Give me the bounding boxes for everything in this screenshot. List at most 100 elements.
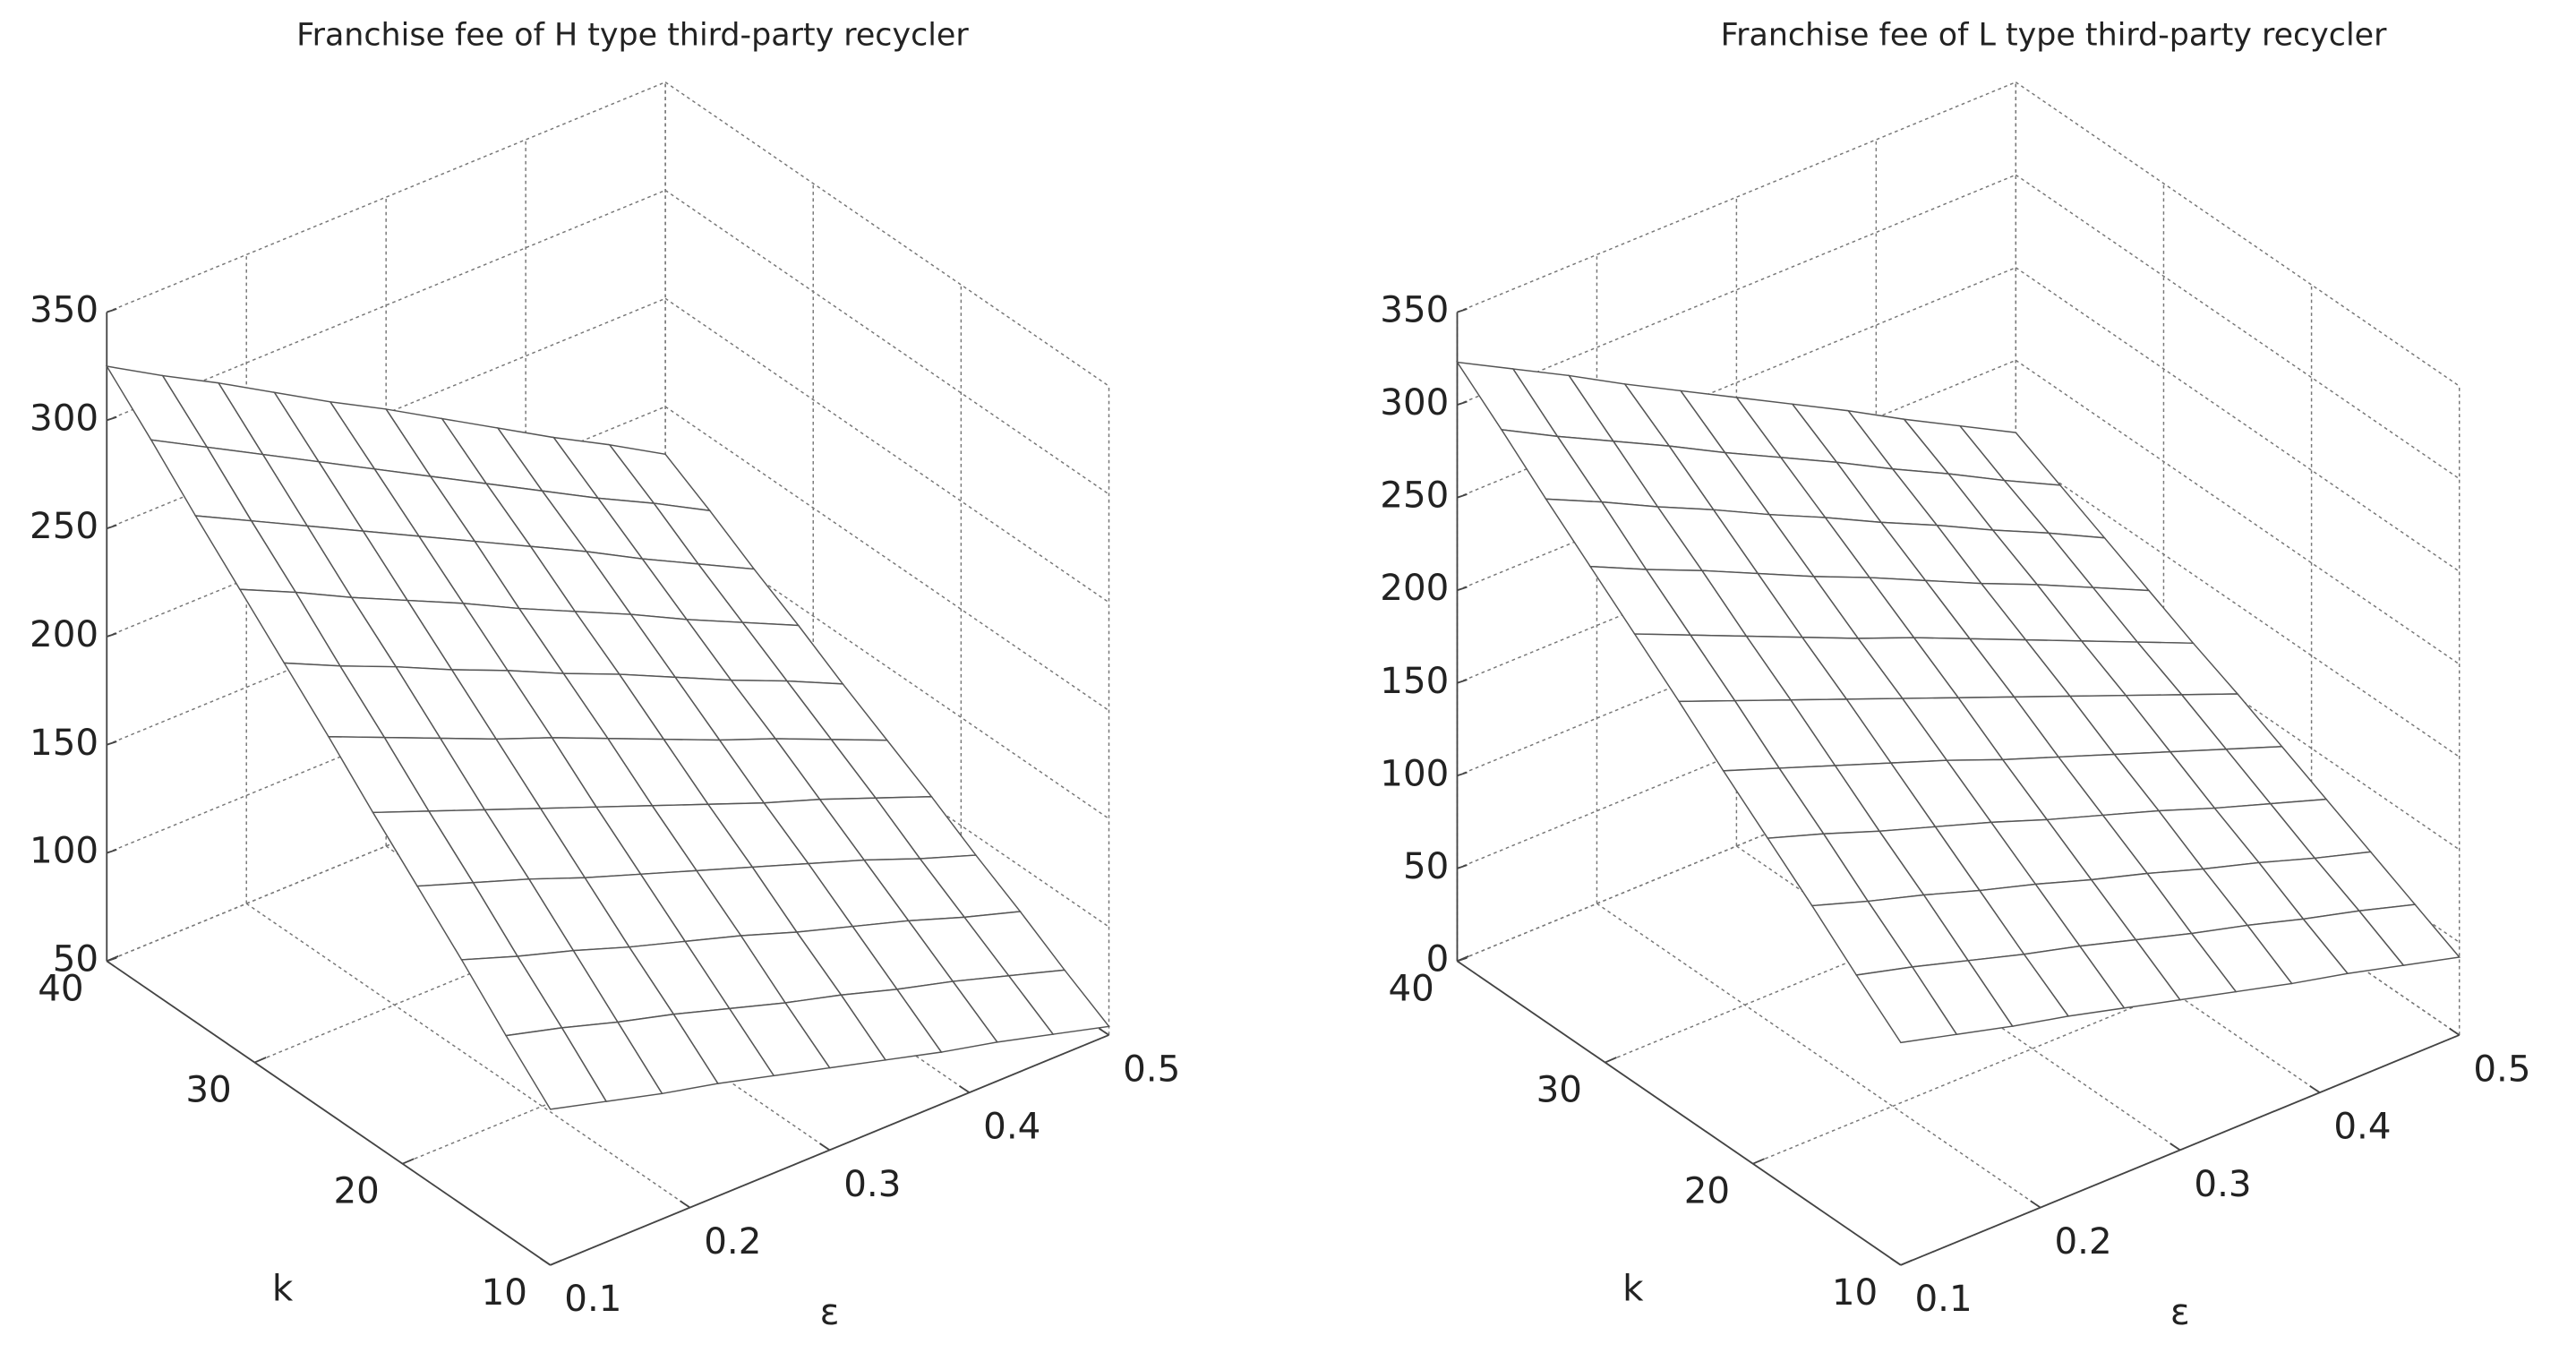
chart-title: Franchise fee of H type third-party recy…	[296, 17, 969, 53]
z-tick-label: 200	[30, 613, 98, 655]
z-tick-label: 100	[30, 830, 98, 872]
z-tick-label: 350	[1380, 289, 1449, 331]
e-axis-label: ε	[2170, 1291, 2190, 1333]
tick-mark	[2309, 1085, 2321, 1093]
grid-line	[385, 845, 830, 1151]
e-tick-label: 0.3	[843, 1163, 901, 1205]
chart-panel: Franchise fee of L type third-party recy…	[1380, 17, 2530, 1332]
tick-mark	[106, 740, 117, 746]
e-tick-label: 0.1	[1915, 1278, 1973, 1320]
k-tick-label: 40	[38, 967, 83, 1009]
grid-line	[1457, 81, 2016, 313]
grid-line	[2015, 544, 2460, 851]
k-tick-label: 40	[1388, 967, 1433, 1009]
e-tick-label: 0.3	[2194, 1163, 2251, 1205]
tick-mark	[106, 415, 117, 422]
tick-mark	[1457, 679, 1468, 684]
e-tick-label: 0.4	[983, 1106, 1040, 1148]
tick-mark	[254, 1057, 267, 1064]
grid-line	[1752, 933, 2312, 1165]
k-tick-label: 30	[1536, 1069, 1582, 1111]
grid-line	[664, 622, 1109, 928]
k-tick-label: 10	[1832, 1271, 1878, 1314]
e-tick-label: 0.2	[2054, 1220, 2111, 1263]
grid-line	[1735, 845, 2181, 1151]
z-tick-label: 50	[53, 937, 98, 980]
k-axis	[1456, 960, 1902, 1266]
grid-line	[254, 831, 814, 1064]
grid-line	[2015, 730, 2460, 1036]
z-tick-label: 150	[30, 722, 98, 764]
k-axis-label: k	[272, 1267, 294, 1309]
z-tick-label: 350	[30, 289, 98, 331]
tick-mark	[106, 308, 117, 313]
e-tick-label: 0.2	[704, 1220, 761, 1263]
k-tick-label: 20	[333, 1170, 379, 1212]
z-tick-label: 200	[1380, 567, 1449, 609]
k-axis-label: k	[1622, 1267, 1644, 1309]
tick-mark	[819, 1143, 831, 1151]
grid-line	[106, 514, 666, 746]
grid-line	[664, 81, 1109, 387]
grid-line	[664, 406, 1109, 712]
grid-line	[664, 514, 1109, 819]
tick-mark	[1457, 308, 1468, 313]
grid-line	[2015, 452, 2460, 758]
chart-panel: Franchise fee of H type third-party recy…	[30, 17, 1180, 1332]
z-tick-label: 250	[1380, 475, 1449, 517]
tick-mark	[1457, 493, 1468, 499]
surface-cell	[504, 1027, 608, 1110]
tick-mark	[106, 849, 117, 854]
z-tick-label: 300	[1380, 381, 1449, 424]
tick-mark	[2030, 1200, 2041, 1209]
grid-line	[1875, 788, 2321, 1093]
tick-mark	[1457, 400, 1468, 407]
surface-cell	[1855, 966, 1958, 1044]
e-tick-label: 0.4	[2333, 1106, 2391, 1148]
e-tick-label: 0.1	[564, 1278, 621, 1320]
grid-line	[1457, 452, 2016, 684]
tick-mark	[2169, 1143, 2181, 1151]
tick-mark	[1457, 586, 1468, 592]
grid-line	[1457, 359, 2016, 591]
chart-title: Franchise fee of L type third-party recy…	[1721, 17, 2387, 53]
k-tick-label: 10	[482, 1271, 527, 1314]
z-tick-label: 50	[1403, 845, 1449, 887]
grid-line	[1457, 544, 2016, 776]
tick-mark	[402, 1158, 415, 1165]
grid-line	[2015, 174, 2460, 480]
tick-mark	[106, 632, 117, 638]
tick-mark	[1605, 1057, 1617, 1064]
k-axis	[106, 960, 552, 1266]
grid-line	[106, 730, 666, 963]
grid-line	[106, 81, 666, 313]
z-tick-label: 250	[30, 505, 98, 547]
tick-mark	[1098, 1027, 1110, 1036]
z-tick-label: 0	[1426, 937, 1450, 980]
grid-line	[2015, 267, 2460, 572]
e-axis-label: ε	[820, 1291, 840, 1333]
grid-line	[1457, 730, 2016, 963]
grid-line	[402, 933, 962, 1165]
tick-mark	[106, 955, 119, 963]
tick-mark	[680, 1200, 691, 1209]
tick-mark	[1752, 1158, 1765, 1165]
z-tick-label: 300	[30, 397, 98, 439]
grid-line	[1596, 903, 2041, 1209]
tick-mark	[2449, 1027, 2460, 1036]
grid-line	[2015, 359, 2460, 665]
grid-line	[1457, 638, 2016, 869]
tick-mark	[1457, 771, 1468, 777]
z-tick-label: 100	[1380, 752, 1449, 794]
tick-mark	[959, 1085, 971, 1093]
k-tick-label: 20	[1684, 1170, 1730, 1212]
grid-line	[245, 903, 691, 1209]
tick-mark	[550, 1259, 562, 1266]
e-tick-label: 0.5	[2473, 1048, 2530, 1090]
tick-mark	[1457, 955, 1469, 963]
tick-mark	[1457, 864, 1468, 869]
tick-mark	[1900, 1259, 1913, 1266]
grid-line	[106, 622, 666, 854]
grid-line	[106, 406, 666, 638]
